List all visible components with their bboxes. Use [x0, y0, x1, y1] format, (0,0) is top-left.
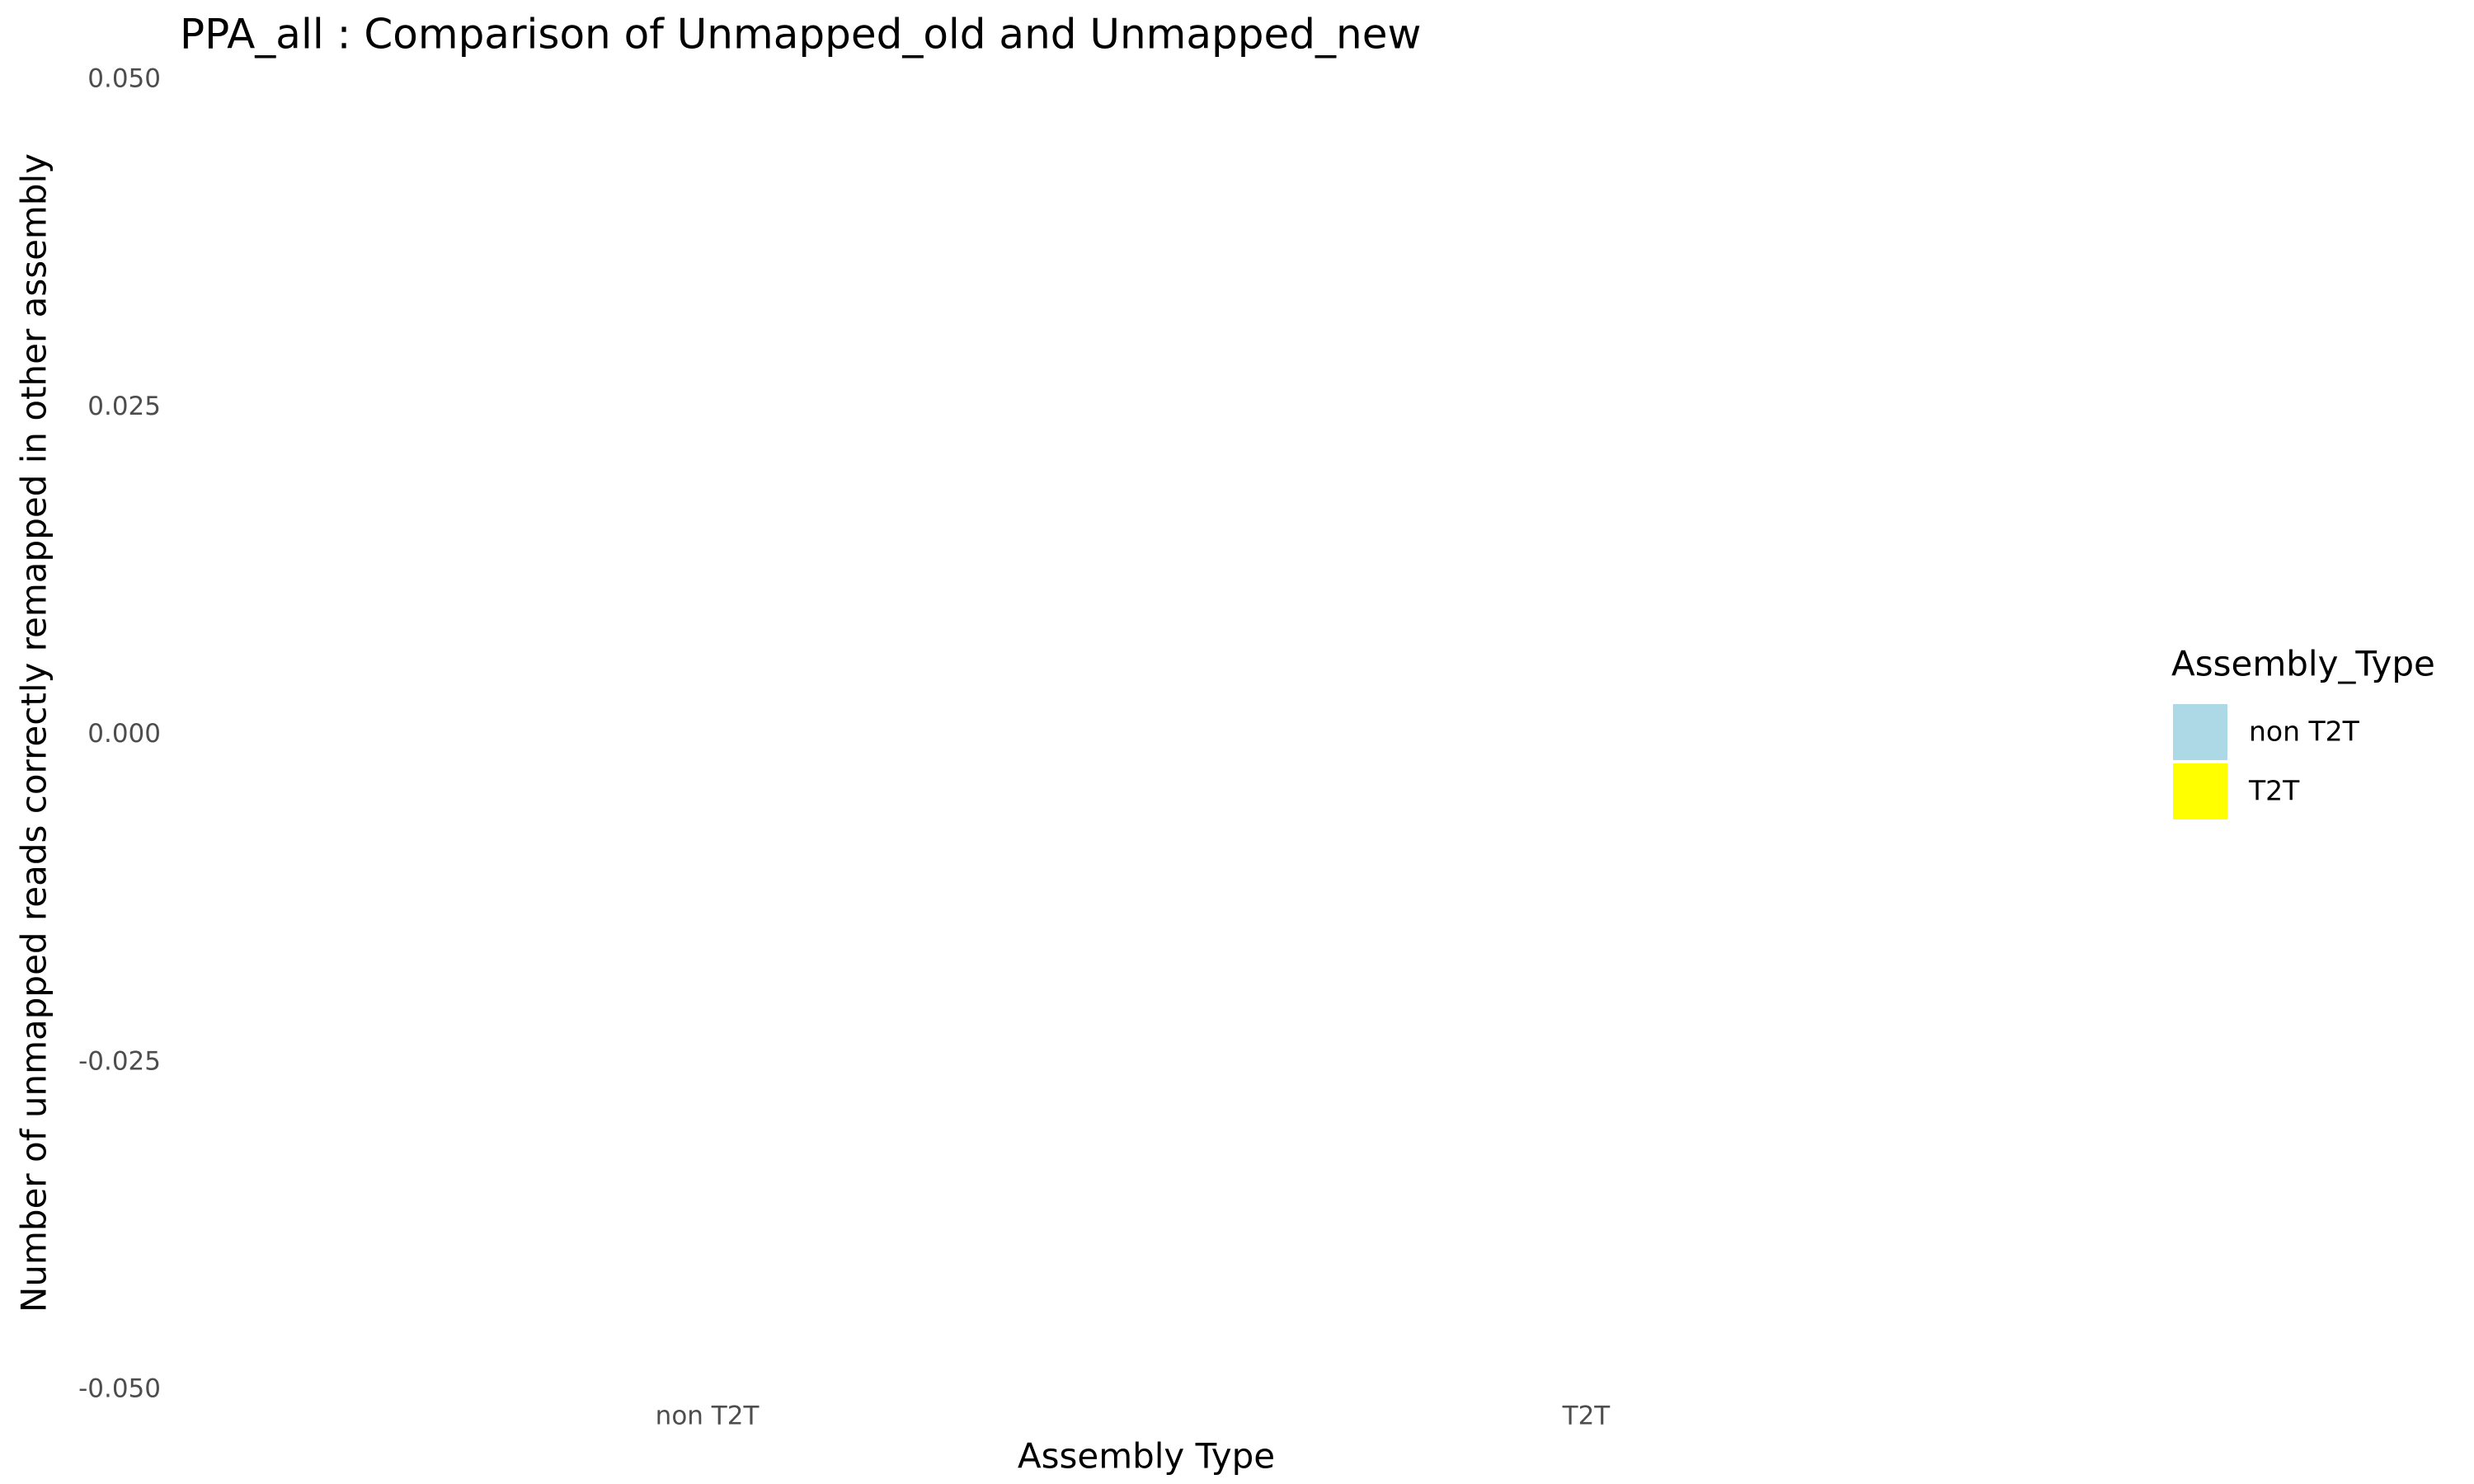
legend-label: T2T: [2248, 775, 2300, 807]
y-axis-title: Number of unmapped reads correctly remap…: [14, 153, 54, 1313]
y-tick-label: 0.050: [87, 64, 161, 94]
x-tick-label: T2T: [1562, 1402, 1611, 1431]
legend-key: [2173, 763, 2227, 819]
legend-key: [2173, 704, 2227, 760]
chart-title: PPA_all : Comparison of Unmapped_old and…: [180, 11, 1421, 59]
x-tick-label: non T2T: [656, 1402, 760, 1431]
legend-label: non T2T: [2249, 716, 2360, 748]
legend-title: Assembly_Type: [2171, 644, 2435, 684]
y-tick-label: -0.025: [78, 1046, 161, 1076]
y-tick-label: 0.000: [87, 719, 161, 749]
y-tick-label: -0.050: [78, 1374, 161, 1404]
y-tick-label: 0.025: [87, 392, 161, 421]
x-axis-title: Assembly Type: [1018, 1436, 1275, 1477]
